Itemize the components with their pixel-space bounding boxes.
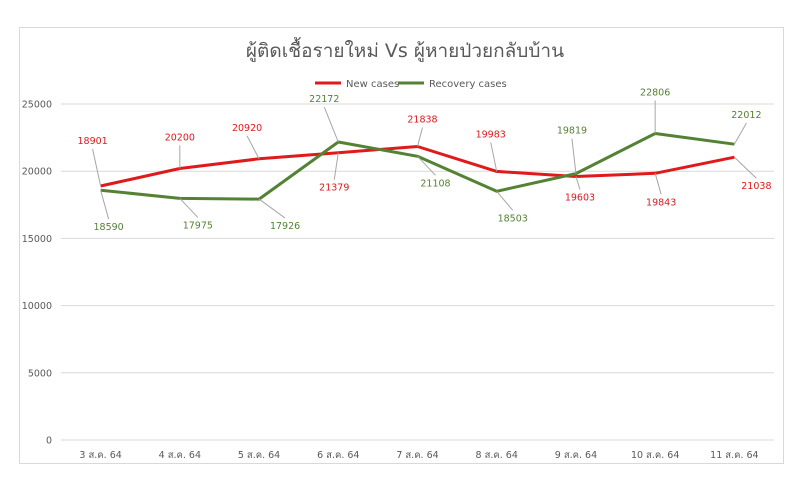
legend-label-recovery-cases: Recovery cases	[429, 79, 507, 90]
data-label-s0-0: 18901	[77, 136, 107, 147]
x-tick-label-3: 6 ส.ค. 64	[317, 450, 359, 461]
leader-line-s0-4	[417, 127, 423, 147]
y-tick-label-10000: 10000	[22, 301, 52, 312]
y-tick-label-5000: 5000	[28, 368, 52, 379]
series-line-new-cases	[100, 145, 735, 188]
data-label-s0-2: 20920	[232, 123, 262, 134]
x-tick-label-7: 10 ส.ค. 64	[631, 450, 679, 461]
chart-title: ผู้ติดเชื้อรายใหม่ Vs ผู้หายป่วยกลับบ้าน	[246, 37, 564, 62]
data-label-s1-6: 19819	[557, 126, 587, 137]
data-label-s0-3: 21379	[319, 183, 349, 194]
leader-line-s1-8	[733, 122, 747, 145]
legend: New cases Recovery cases	[315, 79, 507, 90]
data-label-s1-8: 22012	[731, 110, 761, 121]
data-label-s1-7: 22806	[640, 87, 670, 98]
y-axis: 0 5000 10000 15000 20000 25000	[22, 100, 52, 447]
leader-line-s0-6	[575, 176, 581, 190]
leader-line-s1-6	[571, 138, 577, 174]
data-label-s0-4: 21838	[407, 114, 437, 125]
x-tick-label-8: 11 ส.ค. 64	[710, 450, 758, 461]
data-label-s0-1: 20200	[165, 133, 195, 144]
data-label-s1-4: 21108	[420, 178, 450, 189]
x-tick-label-1: 4 ส.ค. 64	[159, 450, 201, 461]
legend-label-new-cases: New cases	[346, 79, 399, 90]
data-label-s0-8: 21038	[741, 181, 771, 192]
series-lines	[100, 132, 735, 201]
leader-line-s0-7	[654, 173, 662, 195]
data-label-s1-2: 17926	[270, 221, 300, 232]
series-line-recovery-cases	[100, 132, 735, 201]
leader-line-s1-5	[496, 190, 514, 211]
chart-frame	[19, 27, 784, 464]
data-label-s1-0: 18590	[93, 222, 123, 233]
leader-line-s1-1	[179, 198, 199, 218]
data-labels: 18901 20200 20920 21379 21838 19983 19603 19843…	[77, 87, 771, 233]
x-tick-label-0: 3 ส.ค. 64	[79, 450, 121, 461]
y-tick-label-20000: 20000	[22, 167, 52, 178]
data-label-s1-3: 22172	[309, 94, 339, 105]
x-tick-label-5: 8 ส.ค. 64	[476, 450, 518, 461]
x-tick-label-6: 9 ส.ค. 64	[555, 450, 597, 461]
leader-line-s0-5	[490, 142, 498, 172]
leader-line-s0-2	[246, 135, 260, 160]
y-tick-label-25000: 25000	[22, 100, 52, 111]
data-label-s0-5: 19983	[476, 129, 506, 140]
leader-line-s1-2	[258, 198, 286, 219]
leader-line-s0-8	[734, 156, 757, 179]
data-label-s0-6: 19603	[565, 193, 595, 204]
y-tick-label-0: 0	[46, 436, 52, 447]
x-axis: 3 ส.ค. 64 4 ส.ค. 64 5 ส.ค. 64 6 ส.ค. 64 7 ส.…	[79, 450, 758, 461]
leader-line-s1-4	[417, 155, 436, 176]
gridlines	[61, 103, 774, 441]
data-label-s0-7: 19843	[646, 197, 676, 208]
leader-line-s0-0	[92, 148, 102, 187]
y-tick-label-15000: 15000	[22, 234, 52, 245]
data-label-s1-1: 17975	[183, 220, 213, 231]
leader-line-s0-3	[333, 152, 339, 180]
leader-line-s1-0	[100, 190, 110, 220]
x-tick-label-4: 7 ส.ค. 64	[396, 450, 438, 461]
leader-line-s1-3	[323, 106, 339, 143]
x-tick-label-2: 5 ส.ค. 64	[238, 450, 280, 461]
data-label-s1-5: 18503	[498, 213, 528, 224]
